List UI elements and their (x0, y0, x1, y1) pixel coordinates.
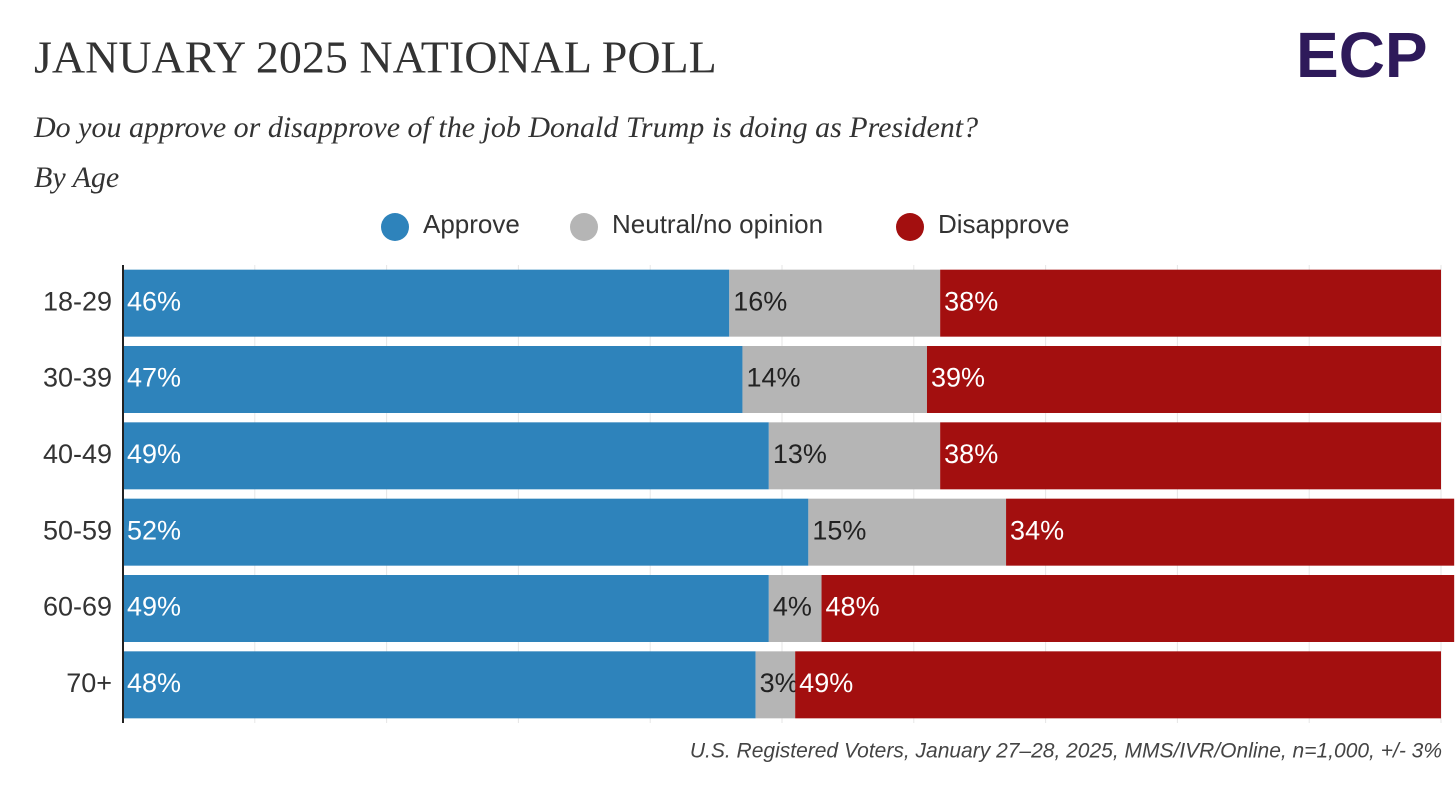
value-label: 4% (773, 592, 812, 622)
value-label: 38% (944, 439, 998, 469)
legend-label: Neutral/no opinion (612, 209, 823, 239)
bar-segment (123, 498, 809, 566)
bar-segment (755, 651, 796, 719)
chart-subtitle: Do you approve or disapprove of the job … (33, 111, 978, 144)
legend-swatch (381, 213, 409, 241)
bar-segment (768, 575, 822, 642)
value-label: 15% (812, 515, 866, 545)
legend-swatch (570, 213, 598, 241)
value-label: 49% (799, 668, 853, 698)
bar-segment (729, 269, 941, 337)
bar-segment (940, 269, 1441, 337)
value-label: 34% (1010, 515, 1064, 545)
chart-subtitle: By Age (34, 161, 119, 194)
bar-segment (123, 346, 743, 413)
value-label: 3% (760, 668, 799, 698)
legend-label: Approve (423, 209, 520, 239)
value-label: 39% (931, 363, 985, 393)
bar-segment (123, 269, 730, 337)
bar-segment (795, 651, 1441, 719)
bar-segment (1006, 498, 1455, 566)
y-tick-label: 40-49 (43, 439, 112, 469)
legend-swatch (896, 213, 924, 241)
source-note: U.S. Registered Voters, January 27–28, 2… (690, 740, 1442, 763)
value-label: 13% (773, 439, 827, 469)
y-tick-label: 50-59 (43, 515, 112, 545)
y-tick-label: 30-39 (43, 363, 112, 393)
bar-segment (926, 346, 1441, 413)
value-label: 46% (127, 286, 181, 316)
bar-segment (940, 422, 1441, 490)
bar-segment (821, 575, 1455, 642)
logo: ECP (1296, 19, 1428, 91)
y-tick-label: 18-29 (43, 286, 112, 316)
value-label: 52% (127, 515, 181, 545)
bar-segment (123, 575, 769, 642)
value-label: 38% (944, 286, 998, 316)
bar-segment (808, 498, 1007, 566)
legend-label: Disapprove (938, 209, 1070, 239)
value-label: 16% (733, 286, 787, 316)
value-label: 47% (127, 363, 181, 393)
y-tick-label: 60-69 (43, 592, 112, 622)
value-label: 48% (826, 592, 880, 622)
value-label: 48% (127, 668, 181, 698)
chart-title: JANUARY 2025 NATIONAL POLL (34, 32, 717, 83)
bar-segment (123, 651, 756, 719)
y-tick-label: 70+ (66, 668, 112, 698)
value-label: 14% (746, 363, 800, 393)
bar-segment (768, 422, 941, 490)
bar-segment (742, 346, 927, 413)
value-label: 49% (127, 592, 181, 622)
bar-segment (123, 422, 769, 490)
value-label: 49% (127, 439, 181, 469)
